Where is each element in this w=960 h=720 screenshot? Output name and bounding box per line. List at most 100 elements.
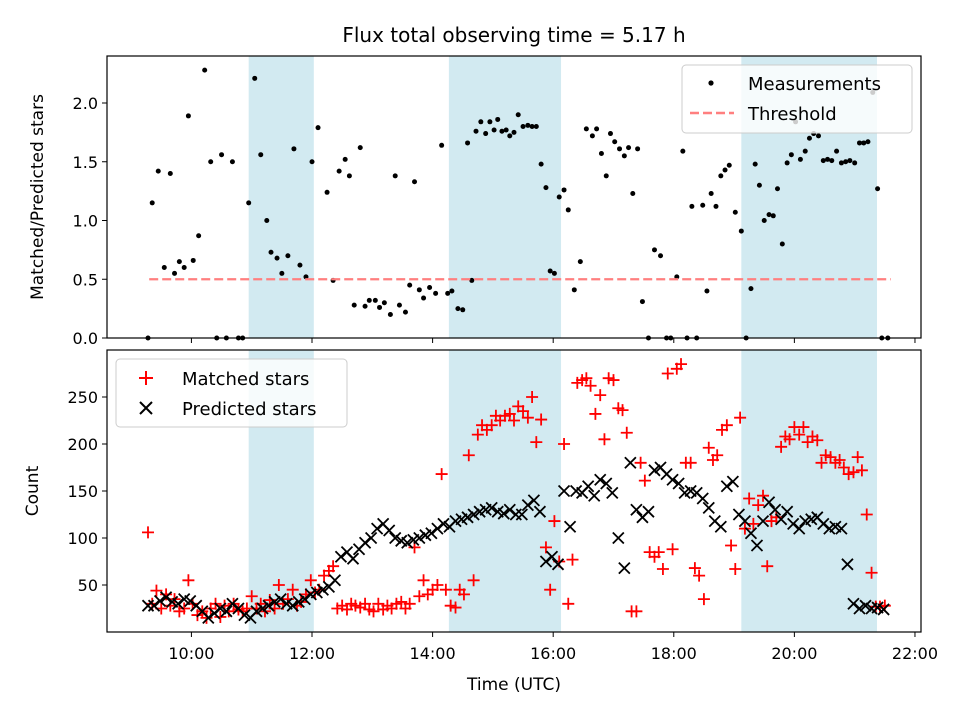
y-tick-label: 2.0 [73,94,98,113]
measurement-point [738,228,744,234]
predicted-star-point [515,508,528,521]
measurement-point [515,112,521,118]
measurement-point [718,173,724,179]
measurement-point [324,189,330,195]
matched-star-point [616,404,629,417]
measurement-point [351,302,357,308]
matched-star-point [793,428,806,441]
predicted-star-point [774,513,788,526]
matched-star-point [620,426,633,439]
x-tick-label: 18:00 [651,644,697,663]
matched-star-point [634,456,647,469]
predicted-star-point [600,477,613,490]
ratio-panel-frame [106,55,922,339]
measurement-point [507,133,513,139]
measurement-point [774,186,780,192]
observing-window [248,56,314,338]
y-tick-label: 100 [67,529,98,548]
matched-star-point [598,433,611,446]
legend-matched-marker [139,371,153,385]
predicted-star-point [437,517,450,531]
measurement-point [396,302,402,308]
predicted-star-point [793,522,806,535]
measurement-point [190,257,196,263]
matched-star-point [865,566,878,579]
matched-star-point [747,517,760,530]
matched-star-point [413,590,426,603]
measurement-point [407,282,413,288]
ratio-panel: 0.00.51.01.52.0 Matched/Predicted stars … [28,55,922,348]
matched-star-point [178,602,191,615]
measurement-point [861,140,867,146]
matched-star-point [661,367,674,380]
matched-star-point [697,593,710,606]
measurement-point [565,207,571,213]
measurement-point [357,145,363,151]
observing-window [448,56,562,338]
measurement-point [732,209,738,215]
measurement-point [155,168,161,174]
measurement-point [483,131,489,137]
matched-star-point [752,499,765,512]
predicted-star-point [389,531,402,545]
measurement-point [185,113,191,119]
matched-star-point [462,449,475,462]
y-tick-label: 0.0 [73,329,98,348]
measurement-point [589,133,595,139]
predicted-star-point [220,605,233,618]
matched-star-point [535,413,548,426]
predicted-star-point [624,456,637,469]
predicted-star-point [250,605,263,618]
measurement-point [362,303,368,309]
predicted-star-point [551,558,565,571]
predicted-star-point [503,503,516,516]
matched-star-point [403,597,416,610]
predicted-star-point [328,574,342,587]
measurement-point [460,307,466,313]
predicted-star-point [262,599,275,612]
matched-star-point [711,449,724,462]
matched-star-point [517,405,530,418]
matched-star-point [439,583,452,596]
matched-star-point [435,468,448,481]
measurement-point [829,158,835,164]
legend-box [681,64,913,134]
measurement-point [291,146,297,152]
predicted-star-point [750,539,764,552]
predicted-star-point [738,514,752,528]
y-tick-label: 1.0 [73,212,98,231]
measurement-point [495,116,501,122]
matched-star-point [548,515,561,528]
measurement-point [689,203,695,209]
matched-star-point [245,590,258,603]
predicted-star-point [286,599,299,612]
predicted-star-point [346,552,360,565]
matched-star-point [837,461,850,474]
measurement-point [445,290,451,296]
measurement-point [366,297,372,303]
measurement-point [469,277,475,283]
measurement-point [838,160,844,166]
measurement-point [412,179,418,185]
matched-star-point [811,434,824,447]
measurement-point [172,270,178,276]
measurement-point [713,203,719,209]
x-tick-label: 14:00 [410,644,456,663]
predicted-star-point [425,527,438,540]
matched-star-point [580,372,593,385]
measurement-point [543,185,549,191]
measurement-point [726,162,732,168]
measurement-point [806,135,812,141]
matched-star-point [666,543,679,556]
matched-star-point [738,522,751,535]
matched-star-point [757,489,770,502]
predicted-star-point [847,597,860,610]
measurement-point [309,159,315,165]
predicted-star-point [539,555,553,568]
matched-star-point [467,574,480,587]
predicted-star-point [383,524,396,537]
legend-matched-label: Matched stars [182,369,309,390]
measurement-point [346,173,352,179]
measurement-point [704,288,710,294]
matched-star-point [761,560,774,573]
